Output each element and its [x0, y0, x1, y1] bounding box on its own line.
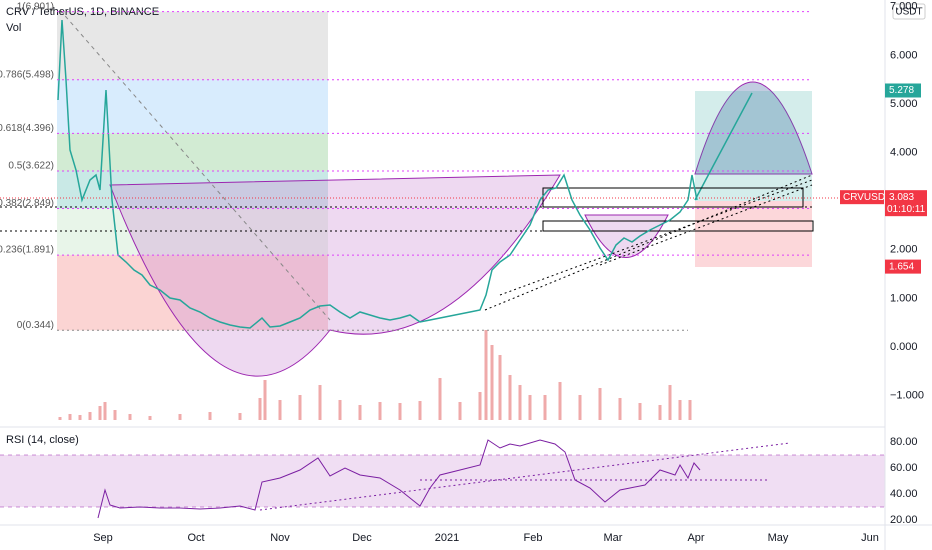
fib-label: 0(0.344)	[17, 320, 54, 331]
symbol-tag-label: CRVUSDT	[843, 192, 891, 203]
rsi-title: RSI (14, close)	[6, 434, 79, 446]
time-label: Mar	[604, 532, 623, 544]
trend-line	[484, 174, 813, 311]
countdown: 01:10:11	[887, 204, 926, 215]
fib-label: 0.786(5.498)	[0, 69, 54, 80]
fib-zone	[57, 133, 328, 171]
rsi-trend	[259, 442, 791, 511]
price-tick: 4.000	[890, 147, 918, 159]
last-price-label: 3.083	[889, 192, 914, 203]
unit-label[interactable]: USDT	[895, 7, 922, 18]
time-label: Sep	[93, 532, 113, 544]
fib-label: 0.236(1.891)	[0, 245, 54, 256]
price-tick: 6.000	[890, 49, 918, 61]
fib-zone	[57, 208, 328, 256]
fib-zone	[57, 170, 328, 209]
price-tag-label: 5.278	[889, 85, 914, 96]
price-tick: 0.000	[890, 341, 918, 353]
fib-zone	[57, 79, 328, 134]
rsi-band	[0, 455, 885, 507]
fib-label: 0.382(2.849)	[0, 198, 54, 209]
trend-line	[499, 179, 813, 296]
target-arrow	[694, 92, 753, 201]
price-tick: 7.000	[890, 1, 918, 13]
unit-box[interactable]	[892, 3, 926, 20]
volume-label: Vol	[6, 22, 21, 34]
projection-arc	[694, 81, 813, 175]
time-label: Jun	[861, 532, 879, 544]
time-label: Dec	[352, 532, 372, 544]
cup-shape	[109, 174, 561, 377]
stop-zone	[695, 201, 812, 267]
rsi-tick: 80.00	[890, 436, 918, 448]
fib-label: 0.5(3.622)	[8, 161, 54, 172]
price-tag	[885, 83, 921, 98]
price-tag-label: 1.654	[889, 261, 914, 272]
time-label: Nov	[270, 532, 290, 544]
box	[542, 220, 814, 232]
fib-zone	[57, 255, 328, 331]
volume-bars	[58, 330, 692, 420]
rsi-tick: 40.00	[890, 488, 918, 500]
time-label: 2021	[435, 532, 459, 544]
last-price-tag	[885, 190, 927, 217]
rsi-tick: 60.00	[890, 462, 918, 474]
time-label: Feb	[524, 532, 543, 544]
fib-zone	[57, 11, 328, 80]
rsi-tick: 20.00	[890, 514, 918, 526]
price-tick: 5.000	[890, 98, 918, 110]
time-label: Apr	[687, 532, 704, 544]
price-tick: 2.000	[890, 244, 918, 256]
symbol-tag	[840, 190, 884, 205]
time-label: Oct	[187, 532, 204, 544]
fib-label: 0.618(4.396)	[0, 123, 54, 134]
target-zone	[695, 91, 812, 201]
fib-zones	[57, 11, 328, 331]
price-tag	[885, 259, 921, 274]
time-label: May	[768, 532, 789, 544]
price-tick: −1.000	[890, 390, 924, 402]
price-tick: 1.000	[890, 292, 918, 304]
fib-label: 1(6.901)	[17, 1, 54, 12]
